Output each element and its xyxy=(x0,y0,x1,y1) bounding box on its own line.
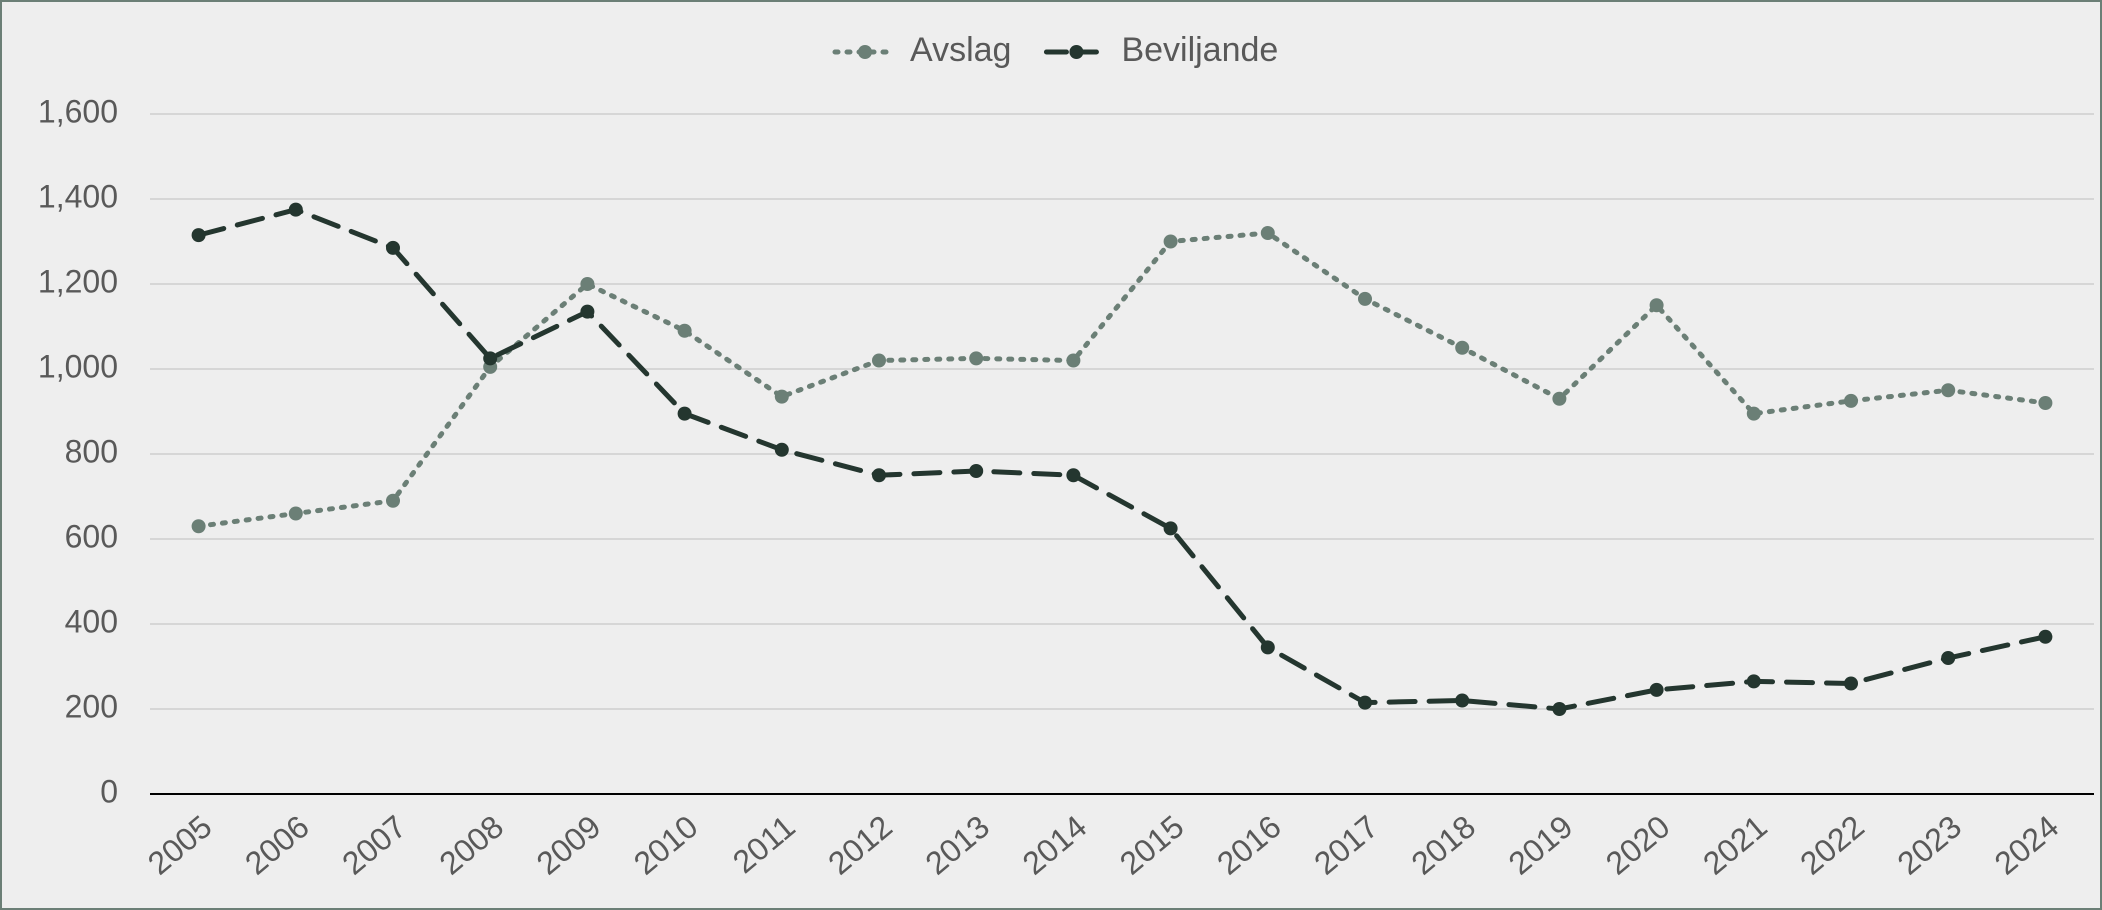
y-tick-label: 400 xyxy=(65,603,118,639)
marker xyxy=(288,506,303,521)
marker xyxy=(774,442,789,457)
marker xyxy=(1358,695,1372,710)
marker xyxy=(1260,640,1275,655)
y-tick-label: 200 xyxy=(65,688,118,724)
marker xyxy=(580,277,595,291)
y-tick-label: 1,000 xyxy=(38,348,118,384)
marker xyxy=(580,304,595,319)
marker xyxy=(774,389,789,404)
marker xyxy=(872,468,886,483)
marker xyxy=(1941,383,1956,398)
y-tick-label: 1,600 xyxy=(38,93,118,129)
marker xyxy=(483,351,498,366)
marker xyxy=(1455,340,1470,355)
marker xyxy=(1163,234,1178,249)
marker xyxy=(2038,629,2053,644)
marker xyxy=(191,228,206,243)
legend-label: Beviljande xyxy=(1121,31,1278,69)
marker xyxy=(969,351,984,366)
y-tick-label: 600 xyxy=(65,518,118,554)
legend-marker xyxy=(1069,45,1084,59)
marker xyxy=(191,519,206,534)
marker xyxy=(1455,693,1470,708)
marker xyxy=(1552,702,1567,716)
marker xyxy=(677,323,692,338)
marker xyxy=(1746,406,1761,421)
y-tick-label: 0 xyxy=(100,773,118,809)
marker xyxy=(1649,298,1664,313)
marker xyxy=(969,464,984,478)
marker xyxy=(1552,391,1567,406)
marker xyxy=(288,202,303,217)
marker xyxy=(2038,396,2053,410)
marker xyxy=(1163,521,1178,536)
marker xyxy=(1066,353,1081,368)
marker xyxy=(1358,291,1372,306)
marker xyxy=(1066,468,1081,483)
y-tick-label: 1,400 xyxy=(38,178,118,214)
marker xyxy=(386,493,400,508)
marker xyxy=(1844,393,1858,408)
marker xyxy=(1941,651,1956,665)
marker xyxy=(677,406,692,421)
marker xyxy=(1649,682,1664,697)
marker xyxy=(1844,676,1858,691)
legend-marker xyxy=(858,45,872,59)
marker xyxy=(1746,674,1761,689)
marker xyxy=(386,240,400,255)
line xyxy=(196,206,2048,712)
y-tick-label: 800 xyxy=(65,433,118,469)
marker xyxy=(1260,226,1275,240)
marker xyxy=(872,353,886,368)
legend-label: Avslag xyxy=(910,31,1011,69)
y-tick-label: 1,200 xyxy=(38,263,118,299)
